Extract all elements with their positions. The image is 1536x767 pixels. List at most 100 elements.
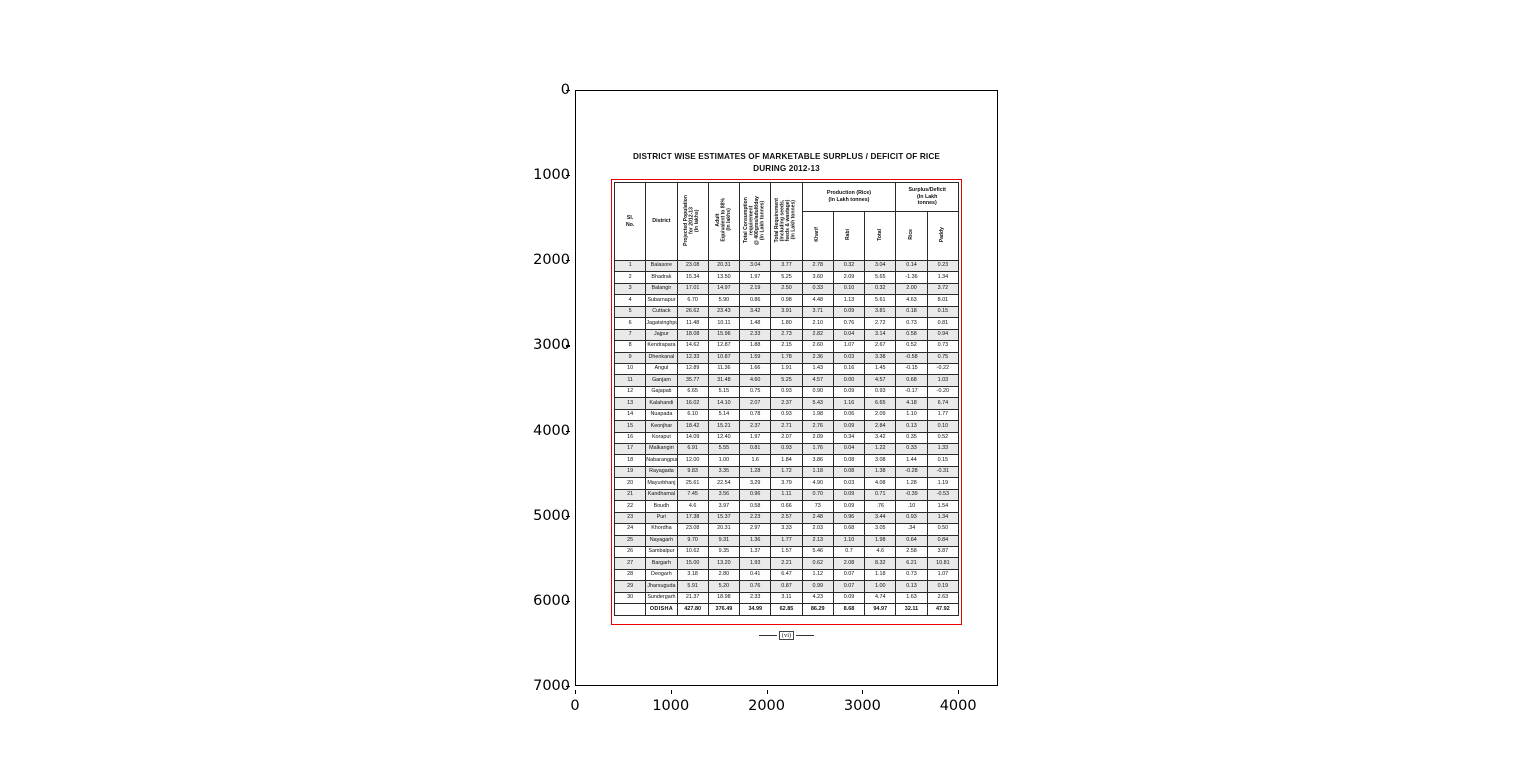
cell-kharif: 5.46: [801, 545, 834, 559]
cell-pop: 18.08: [676, 328, 709, 342]
cell-rabi: 2.08: [832, 557, 866, 570]
table-row: 26 Sambalpur 10.62 9.35 1.37 1.57 5.46 0.7 4.6 2.…: [613, 545, 960, 559]
y-tick-label-7000: 7000: [533, 678, 570, 694]
cell-kharif: 2.78: [801, 259, 834, 273]
y-tick-mark-3000: [566, 345, 570, 347]
cell-sl: 3: [613, 282, 647, 296]
cell-rice: 2.58: [895, 545, 928, 559]
cell-sl: 22: [613, 500, 647, 513]
cell-total: 3.44: [864, 511, 897, 525]
cell-kharif: 4.48: [801, 294, 834, 307]
cell-rabi: 0.07: [832, 568, 866, 582]
x-tick-mark-1000: [670, 690, 672, 694]
cell-adult: 18.98: [707, 591, 741, 605]
cell-pop: 12.00: [676, 454, 709, 467]
cell-total: 4.08: [864, 477, 897, 490]
y-tick-label-1000: 1000: [533, 167, 570, 184]
cell-rice: 0.73: [895, 568, 928, 582]
axes-frame[interactable]: DISTRICT WISE ESTIMATES OF MARKETABLE SU…: [575, 90, 998, 686]
statistics-table: Sl. No. District Projected Population fo…: [613, 182, 960, 617]
table-row: 30 Sundergarh 21.37 18.98 2.33 3.11 4.23 0.09 4.…: [613, 591, 960, 605]
cell-adult: 13.50: [707, 271, 741, 284]
y-tick-mark-2000: [566, 260, 570, 262]
cell-rabi: 0.04: [832, 442, 866, 456]
cell-total: 6.65: [864, 397, 897, 410]
cell-district: Puri: [645, 511, 678, 525]
table-row: 14 Nuapada 6.10 5.14 0.78 0.93 1.98 0.06 2.09 1.1…: [613, 408, 960, 422]
table-row: 28 Deogarh 3.18 2.80 0.41 6.47 1.12 0.07 1.18 0.7…: [613, 568, 960, 582]
cell-cons: 0.76: [739, 580, 772, 593]
cell-cons: 2.33: [739, 328, 772, 342]
cell-kharif: 2.60: [801, 340, 834, 353]
cell-rice: 0.14: [895, 259, 928, 273]
table-row: 20 Mayurbhanj 25.61 22.54 3.29 3.79 4.90 0.03 4.…: [613, 477, 960, 490]
table-row: 23 Puri 17.38 15.37 2.23 2.57 2.48 0.96 3.44 0.93…: [613, 511, 960, 525]
cell-district: Kandhamal: [645, 488, 678, 502]
cell-rice: 4.63: [895, 294, 928, 307]
cell-pop: 15.34: [676, 271, 709, 284]
cell-rabi: 0.09: [832, 305, 866, 319]
cell-pop: 18.42: [676, 420, 709, 433]
x-axis-tick-labels: 0 1000 2000 3000 4000: [570, 690, 998, 720]
cell-cons: 3.29: [739, 477, 772, 490]
cell-adult: 15.37: [707, 511, 741, 525]
cell-sl: 20: [613, 477, 647, 490]
cell-sl: 16: [613, 431, 647, 445]
table-region-bbox[interactable]: Sl. No. District Projected Population fo…: [611, 179, 962, 625]
table-row: 3 Balangir 17.01 14.97 2.19 2.50 0.33 0.10 0.32 2…: [613, 282, 960, 296]
cell-pop: 3.18: [676, 568, 709, 582]
page-rule-left: [758, 635, 777, 636]
cell-kharif: 2.03: [801, 523, 834, 536]
cell-pop: 12.33: [676, 351, 709, 364]
cell-req: 6.47: [770, 568, 803, 582]
table-row: 13 Kalahandi 16.02 14.10 2.07 2.37 5.43 1.16 6.6…: [613, 397, 960, 410]
cell-sl: 23: [613, 511, 647, 525]
table-header-row-1: Sl. No. District Projected Population fo…: [613, 182, 959, 261]
table-row: 21 Kandhamal 7.45 3.56 0.96 1.11 0.70 0.09 0.71-…: [613, 488, 960, 502]
cell-pop: 15.00: [676, 557, 709, 570]
cell-sl: 2: [613, 271, 647, 284]
cell-district: Bargarh: [645, 557, 678, 570]
cell-req: 2.73: [770, 328, 803, 342]
cell-req: 1.78: [770, 351, 803, 364]
cell-sl: 5: [613, 305, 647, 319]
cell-paddy: 1.34: [926, 271, 960, 284]
table-row: 10 Angul 12.89 11.36 1.66 1.91 1.43 0.16 1.45 -0.…: [613, 362, 960, 376]
cell-district: Balangir: [645, 282, 678, 296]
cell-sl: 17: [613, 442, 647, 456]
table-row: 12 Gajapati 6.65 5.15 0.75 0.93 0.90 0.09 0.93 -0…: [613, 385, 960, 399]
cell-total: 3.14: [864, 328, 897, 342]
cell-kharif: 0.99: [801, 580, 834, 593]
cell-adult: 13.20: [707, 557, 741, 570]
cell-sl: 9: [613, 351, 647, 364]
cell-paddy: 6.74: [926, 397, 960, 410]
table-row: 8 Kendrapara 14.62 12.87 1.88 2.15 2.60 1.07 2.6…: [613, 340, 960, 353]
cell-pop: 23.08: [676, 523, 709, 536]
cell-sl: 26: [613, 545, 647, 559]
cell-sl: 30: [613, 591, 647, 605]
cell-cons: 1.59: [739, 351, 772, 364]
cell-district: Nuapada: [645, 408, 678, 422]
cell-kharif: 0.33: [801, 282, 834, 296]
cell-sl: 15: [613, 420, 647, 433]
cell-rabi: 0.34: [832, 431, 866, 445]
cell-total: 3.08: [864, 454, 897, 467]
table-row: 11 Ganjam 35.77 31.48 4.60 5.25 4.57 0.00 4.57 0.…: [613, 374, 960, 387]
cell-district: Jharsuguda: [645, 580, 678, 593]
cell-paddy: 1.03: [926, 374, 960, 387]
table-row: 22 Boudh 4.6 3.97 0.58 0.66 73 0.09.76.10 1.54: [613, 500, 960, 513]
cell-req: 3.91: [770, 305, 803, 319]
table-body: 1 Balasore 23.08 20.31 3.04 3.77 2.78 0.32 3.04 0…: [613, 259, 960, 617]
table-row: 19 Rayagada 9.83 3.35 1.28 1.72 1.18 0.08 1.38 -0…: [613, 465, 960, 479]
cell-cons: 1.48: [739, 317, 772, 330]
x-tick-label-0: 0: [570, 698, 580, 714]
cell-rabi: 0.08: [832, 454, 866, 467]
cell-adult: 3.35: [707, 465, 741, 479]
cell-district: Subarnapur: [645, 294, 678, 307]
total-cell-adult: 376.49: [707, 603, 741, 617]
page-rule-right: [796, 635, 815, 636]
cell-total: 5.61: [864, 294, 897, 307]
x-tick-mark-3000: [862, 690, 864, 694]
cell-total: 3.42: [864, 431, 897, 445]
cell-sl: 12: [613, 385, 647, 399]
